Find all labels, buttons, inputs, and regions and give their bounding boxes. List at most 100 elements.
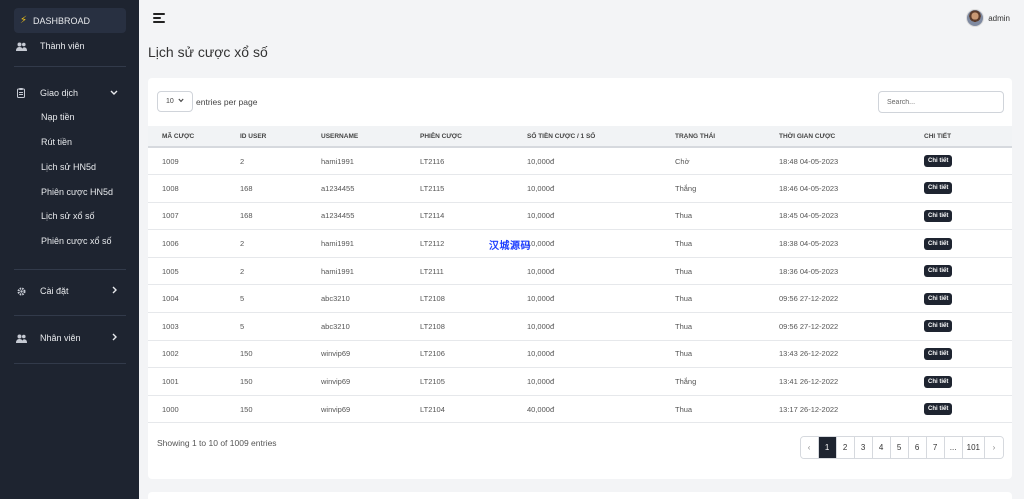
cell-amount: 10,000đ xyxy=(527,183,555,193)
page-button[interactable]: 1 xyxy=(818,437,837,458)
cell-status: Thua xyxy=(675,404,693,414)
sidebar-subitem-deposit[interactable]: Nạp tiền xyxy=(41,112,75,122)
sidebar-subitem-withdraw[interactable]: Rút tiền xyxy=(41,137,73,147)
cell-detail: Chi tiết xyxy=(924,147,1012,175)
page-title: Lịch sử cược xổ số xyxy=(148,44,268,60)
cell-user-id: 168 xyxy=(240,183,253,193)
detail-button[interactable]: Chi tiết xyxy=(924,237,953,250)
sidebar-item-members[interactable]: Thành viên xyxy=(14,34,85,58)
cell-time: 13:41 26-12-2022 xyxy=(779,377,839,387)
sidebar-divider xyxy=(14,66,126,67)
cell-session: LT2106 xyxy=(420,349,445,359)
sidebar-subitem-lottery-history[interactable]: Lịch sử xổ số xyxy=(41,211,95,221)
bets-table: MÃ CƯỢC ID USER USERNAME PHIÊN CƯỢC SỐ T… xyxy=(148,126,1012,423)
page-button[interactable]: ... xyxy=(944,437,963,458)
chevron-down-icon xyxy=(110,88,118,98)
page-button[interactable]: 2 xyxy=(836,437,855,458)
cell-time: 18:48 04-05-2023 xyxy=(779,156,839,166)
detail-button[interactable]: Chi tiết xyxy=(924,155,953,168)
cell-username: abc3210 xyxy=(321,321,350,331)
cell-user-id: 5 xyxy=(240,321,245,331)
detail-button[interactable]: Chi tiết xyxy=(924,320,953,333)
col-session[interactable]: PHIÊN CƯỢC xyxy=(420,132,462,140)
col-user-id[interactable]: ID USER xyxy=(240,132,267,140)
cell-status: Thua xyxy=(675,239,693,249)
history-card: 10 entries per page MÃ CƯỢC ID USER USER… xyxy=(148,78,1012,479)
sidebar-divider xyxy=(14,363,126,364)
cell-session: LT2104 xyxy=(420,404,445,414)
cell-detail: Chi tiết xyxy=(924,395,1012,423)
username-label: admin xyxy=(988,13,1010,23)
sidebar-item-label: Cài đặt xyxy=(40,286,69,296)
cell-amount: 10,000đ xyxy=(527,349,555,359)
sidebar-item-staff[interactable]: Nhân viên xyxy=(14,326,126,350)
cell-session: LT2116 xyxy=(420,156,445,166)
cell-bet-id: 1004 xyxy=(162,294,179,304)
table-row: 1009 2 hami1991 LT2116 10,000đ Chờ 18:48 04-05… xyxy=(148,147,1012,175)
col-status[interactable]: TRẠNG THÁI xyxy=(675,132,716,140)
page-button[interactable]: 7 xyxy=(926,437,945,458)
detail-button[interactable]: Chi tiết xyxy=(924,265,953,278)
detail-button[interactable]: Chi tiết xyxy=(924,347,953,360)
page-button[interactable]: 3 xyxy=(854,437,873,458)
cell-amount: 10,000đ xyxy=(527,211,555,221)
col-username[interactable]: USERNAME xyxy=(321,132,359,140)
page-button[interactable]: 101 xyxy=(962,437,985,458)
search-input[interactable] xyxy=(878,91,1004,113)
next-page-button[interactable]: › xyxy=(985,437,1003,458)
cell-detail: Chi tiết xyxy=(924,285,1012,313)
cell-user-id: 150 xyxy=(240,377,253,387)
cell-user-id: 2 xyxy=(240,266,245,276)
table-row: 1002 150 winvip69 LT2106 10,000đ Thua 13:43 26… xyxy=(148,340,1012,368)
table-row: 1005 2 hami1991 LT2111 10,000đ Thua 18:36 04-0… xyxy=(148,257,1012,285)
cell-username: winvip69 xyxy=(321,377,351,387)
detail-button[interactable]: Chi tiết xyxy=(924,209,953,222)
cell-username: a1234455 xyxy=(321,211,355,221)
page-button[interactable]: 6 xyxy=(908,437,927,458)
sidebar: ⚡ DASHBROAD Thành viên Giao dịch Nạp tiề… xyxy=(0,0,139,499)
col-bet-id[interactable]: MÃ CƯỢC xyxy=(162,132,195,140)
menu-toggle-icon[interactable] xyxy=(153,13,165,23)
sidebar-item-label: DASHBROAD xyxy=(33,15,91,26)
detail-button[interactable]: Chi tiết xyxy=(924,182,953,195)
table-row: 1007 168 a1234455 LT2114 10,000đ Thua 18:45 04… xyxy=(148,202,1012,230)
entries-select[interactable]: 10 xyxy=(157,91,193,112)
sidebar-item-transactions[interactable]: Giao dịch xyxy=(14,81,126,105)
detail-button[interactable]: Chi tiết xyxy=(924,403,953,416)
detail-button[interactable]: Chi tiết xyxy=(924,375,953,388)
clipboard-icon xyxy=(14,88,28,98)
cell-username: hami1991 xyxy=(321,156,354,166)
detail-button[interactable]: Chi tiết xyxy=(924,292,953,305)
sidebar-divider xyxy=(14,315,126,316)
cell-amount: 40,000đ xyxy=(527,404,555,414)
sidebar-item-dashboard[interactable]: ⚡ DASHBROAD xyxy=(14,8,126,33)
cell-time: 18:45 04-05-2023 xyxy=(779,211,839,221)
page-button[interactable]: 4 xyxy=(872,437,891,458)
table-row: 1006 2 hami1991 LT2112 10,000đ Thua 18:38 04-0… xyxy=(148,230,1012,258)
cell-detail: Chi tiết xyxy=(924,313,1012,341)
bolt-icon: ⚡ xyxy=(20,15,28,26)
cell-time: 18:36 04-05-2023 xyxy=(779,266,839,276)
cell-time: 13:17 26-12-2022 xyxy=(779,404,839,414)
cell-bet-id: 1006 xyxy=(162,239,179,249)
col-detail[interactable]: CHI TIẾT xyxy=(924,132,952,140)
col-time[interactable]: THỜI GIAN CƯỢC xyxy=(779,132,836,140)
sidebar-item-settings[interactable]: Cài đặt xyxy=(14,279,126,303)
gear-icon xyxy=(14,287,28,296)
sidebar-subitem-lottery-sessions[interactable]: Phiên cược xổ số xyxy=(41,236,112,246)
col-amount[interactable]: SỐ TIỀN CƯỢC / 1 SỐ xyxy=(527,132,596,140)
cell-session: LT2111 xyxy=(420,266,444,276)
cell-username: a1234455 xyxy=(321,183,355,193)
user-menu[interactable]: admin xyxy=(966,9,1010,27)
cell-time: 13:43 26-12-2022 xyxy=(779,349,839,359)
cell-user-id: 150 xyxy=(240,404,253,414)
sidebar-subitem-hn5d-sessions[interactable]: Phiên cược HN5d xyxy=(41,187,113,197)
prev-page-button[interactable]: ‹ xyxy=(800,437,819,458)
cell-status: Thua xyxy=(675,321,693,331)
sidebar-item-label: Nhân viên xyxy=(40,333,81,343)
cell-username: hami1991 xyxy=(321,266,354,276)
sidebar-subitem-hn5d-history[interactable]: Lịch sử HN5d xyxy=(41,162,97,172)
table-header-row: MÃ CƯỢC ID USER USERNAME PHIÊN CƯỢC SỐ T… xyxy=(148,126,1012,147)
table-row: 1000 150 winvip69 LT2104 40,000đ Thua 13:17 26… xyxy=(148,395,1012,423)
page-button[interactable]: 5 xyxy=(890,437,909,458)
